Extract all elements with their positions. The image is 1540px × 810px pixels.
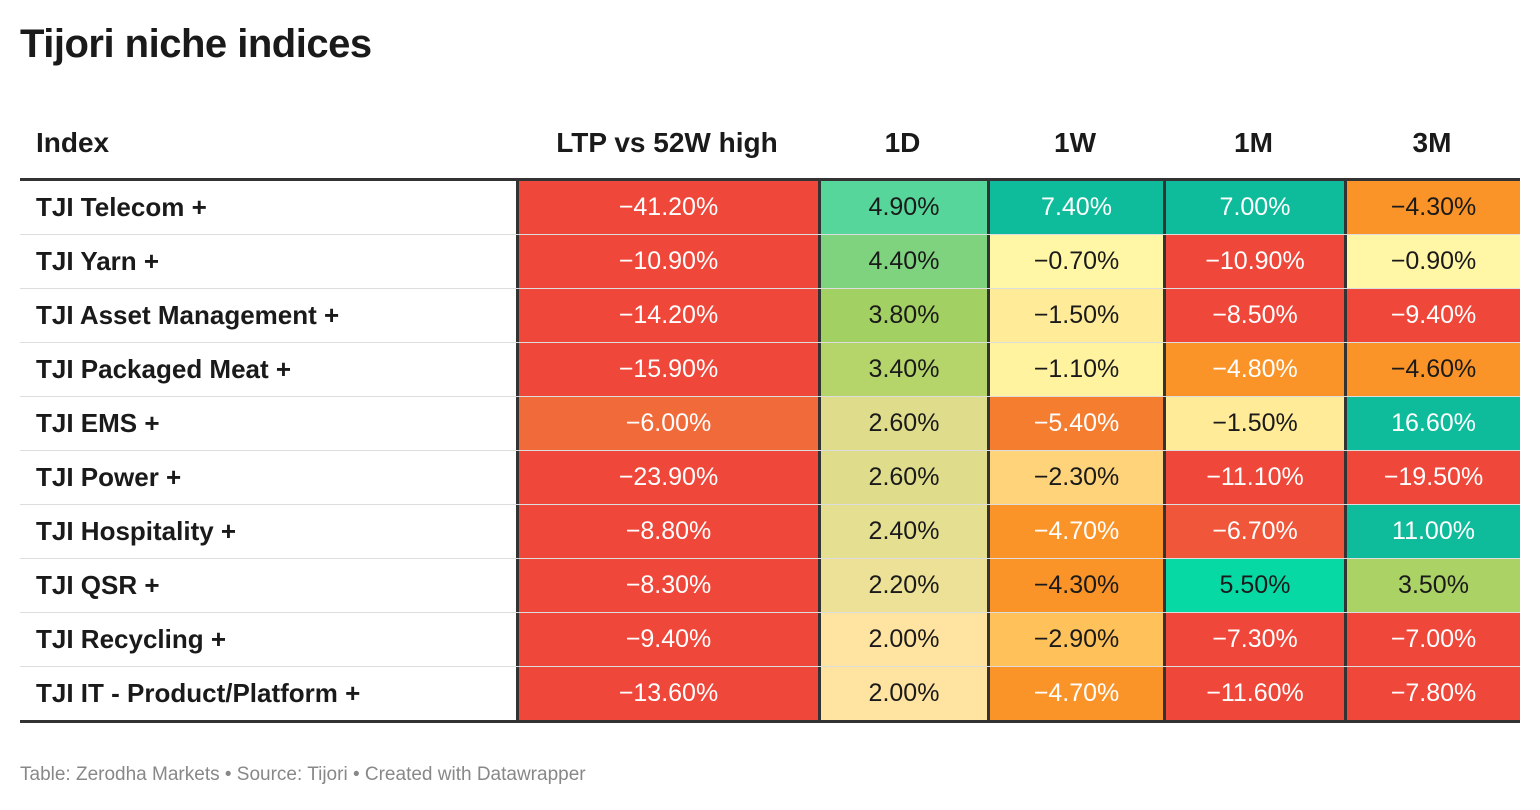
cell-ltp-vs-52w-high: −13.60%	[516, 667, 818, 720]
cell-3m: 3.50%	[1344, 559, 1520, 612]
cell-1d: 4.90%	[818, 181, 987, 234]
cell-3m: −4.30%	[1344, 181, 1520, 234]
row-index-name: TJI Packaged Meat +	[20, 343, 516, 396]
cell-1m: −11.10%	[1163, 451, 1344, 504]
cell-ltp-vs-52w-high: −6.00%	[516, 397, 818, 450]
cell-1m: 5.50%	[1163, 559, 1344, 612]
row-index-name: TJI EMS +	[20, 397, 516, 450]
table-row: TJI EMS + −6.00% 2.60% −5.40% −1.50% 16.60%	[20, 397, 1520, 451]
cell-1w: −4.70%	[987, 667, 1163, 720]
cell-1d: 2.00%	[818, 613, 987, 666]
cell-1w: −1.50%	[987, 289, 1163, 342]
cell-1d: 4.40%	[818, 235, 987, 288]
table-row: TJI Asset Management + −14.20% 3.80% −1.50%…	[20, 289, 1520, 343]
table-row: TJI QSR + −8.30% 2.20% −4.30% 5.50% 3.50%	[20, 559, 1520, 613]
table-body: TJI Telecom + −41.20% 4.90% 7.40% 7.00% −4.30…	[20, 181, 1520, 723]
row-index-name: TJI Power +	[20, 451, 516, 504]
header-1w[interactable]: 1W	[1054, 127, 1096, 158]
row-index-name: TJI IT - Product/Platform +	[20, 667, 516, 720]
table-row: TJI Packaged Meat + −15.90% 3.40% −1.10% −4.…	[20, 343, 1520, 397]
cell-ltp-vs-52w-high: −8.30%	[516, 559, 818, 612]
cell-3m: 16.60%	[1344, 397, 1520, 450]
cell-3m: −7.80%	[1344, 667, 1520, 720]
header-1m[interactable]: 1M	[1234, 127, 1273, 158]
header-ltp-vs-52w-high[interactable]: LTP vs 52W high	[556, 127, 778, 158]
cell-3m: −4.60%	[1344, 343, 1520, 396]
cell-3m: −19.50%	[1344, 451, 1520, 504]
table-header: Index LTP vs 52W high 1D 1W 1M 3M	[20, 108, 1520, 181]
cell-3m: −7.00%	[1344, 613, 1520, 666]
header-index[interactable]: Index	[36, 127, 110, 158]
table-row: TJI Yarn + −10.90% 4.40% −0.70% −10.90% −0.90…	[20, 235, 1520, 289]
cell-1m: −1.50%	[1163, 397, 1344, 450]
cell-1m: −4.80%	[1163, 343, 1344, 396]
row-index-name: TJI Telecom +	[20, 181, 516, 234]
cell-1m: 7.00%	[1163, 181, 1344, 234]
cell-1m: −7.30%	[1163, 613, 1344, 666]
cell-ltp-vs-52w-high: −8.80%	[516, 505, 818, 558]
chart-title: Tijori niche indices	[20, 22, 372, 66]
cell-ltp-vs-52w-high: −23.90%	[516, 451, 818, 504]
cell-3m: 11.00%	[1344, 505, 1520, 558]
cell-1w: −4.30%	[987, 559, 1163, 612]
cell-1w: −0.70%	[987, 235, 1163, 288]
cell-1w: −2.30%	[987, 451, 1163, 504]
table-row: TJI IT - Product/Platform + −13.60% 2.00% −…	[20, 667, 1520, 723]
cell-1m: −6.70%	[1163, 505, 1344, 558]
header-3m[interactable]: 3M	[1412, 127, 1452, 158]
cell-1d: 2.60%	[818, 451, 987, 504]
cell-1w: −1.10%	[987, 343, 1163, 396]
table-row: TJI Power + −23.90% 2.60% −2.30% −11.10% −19.…	[20, 451, 1520, 505]
cell-1m: −8.50%	[1163, 289, 1344, 342]
cell-1d: 2.60%	[818, 397, 987, 450]
cell-1m: −10.90%	[1163, 235, 1344, 288]
row-index-name: TJI Yarn +	[20, 235, 516, 288]
footer-credit: Table: Zerodha Markets • Source: Tijori …	[20, 764, 586, 785]
cell-1d: 2.20%	[818, 559, 987, 612]
cell-1w: −5.40%	[987, 397, 1163, 450]
cell-1d: 3.40%	[818, 343, 987, 396]
indices-table: Index LTP vs 52W high 1D 1W 1M 3M TJI Te…	[20, 108, 1520, 723]
cell-1d: 3.80%	[818, 289, 987, 342]
cell-1w: −4.70%	[987, 505, 1163, 558]
table-row: TJI Hospitality + −8.80% 2.40% −4.70% −6.70%…	[20, 505, 1520, 559]
cell-1d: 2.00%	[818, 667, 987, 720]
cell-ltp-vs-52w-high: −10.90%	[516, 235, 818, 288]
row-index-name: TJI Recycling +	[20, 613, 516, 666]
header-1d[interactable]: 1D	[884, 127, 921, 158]
table-row: TJI Recycling + −9.40% 2.00% −2.90% −7.30% −7…	[20, 613, 1520, 667]
cell-ltp-vs-52w-high: −14.20%	[516, 289, 818, 342]
row-index-name: TJI Asset Management +	[20, 289, 516, 342]
row-index-name: TJI QSR +	[20, 559, 516, 612]
cell-1m: −11.60%	[1163, 667, 1344, 720]
row-index-name: TJI Hospitality +	[20, 505, 516, 558]
cell-3m: −0.90%	[1344, 235, 1520, 288]
cell-1w: −2.90%	[987, 613, 1163, 666]
cell-ltp-vs-52w-high: −15.90%	[516, 343, 818, 396]
cell-ltp-vs-52w-high: −9.40%	[516, 613, 818, 666]
cell-3m: −9.40%	[1344, 289, 1520, 342]
cell-1d: 2.40%	[818, 505, 987, 558]
cell-ltp-vs-52w-high: −41.20%	[516, 181, 818, 234]
cell-1w: 7.40%	[987, 181, 1163, 234]
table-row: TJI Telecom + −41.20% 4.90% 7.40% 7.00% −4.30…	[20, 181, 1520, 235]
